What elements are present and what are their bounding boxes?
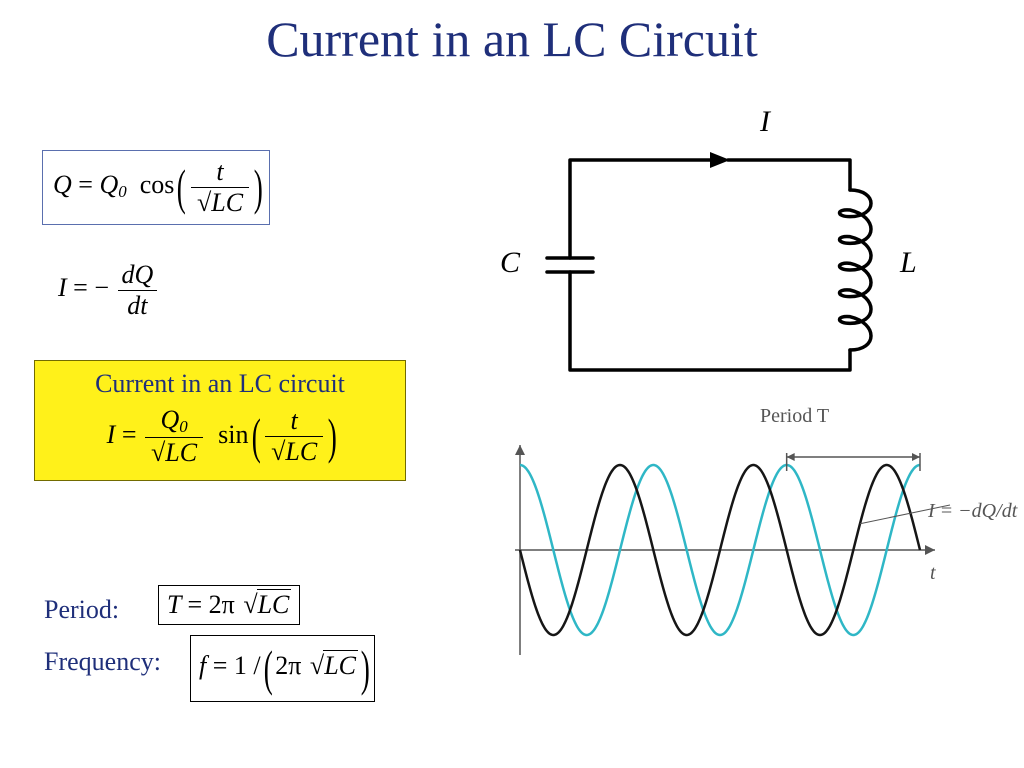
eq-frequency-box: f = 1 / ( 2π LC ) [190,635,375,702]
circuit-current-label: I [760,105,770,139]
eq-current-def: I = − dQ dt [58,260,159,321]
eq-current-sol-box: Current in an LC circuit I = Q0 LC sin (… [34,360,406,481]
period-label: Period: [44,595,119,625]
slide: Current in an LC Circuit Q = Q0 cos ( t … [0,0,1024,768]
wave-t-label: t [930,562,936,585]
wave-i-label: I = −dQ/dt [928,500,1017,523]
eq-period-box: T = 2π LC [158,585,300,625]
waveform-plot [470,400,1010,680]
eq-current-sol: I = Q0 LC sin ( t LC ) [107,420,334,449]
eq-charge: Q = Q0 cos ( t LC ) [53,170,259,199]
slide-title: Current in an LC Circuit [0,10,1024,68]
lc-circuit-diagram [510,120,930,420]
circuit-inductor-label: L [900,246,917,280]
eq-charge-box: Q = Q0 cos ( t LC ) [42,150,270,225]
frequency-label: Frequency: [44,647,161,677]
eq-current-sol-title: Current in an LC circuit [47,369,393,399]
period-marker-label: Period T [760,405,829,428]
circuit-capacitor-label: C [500,246,520,280]
